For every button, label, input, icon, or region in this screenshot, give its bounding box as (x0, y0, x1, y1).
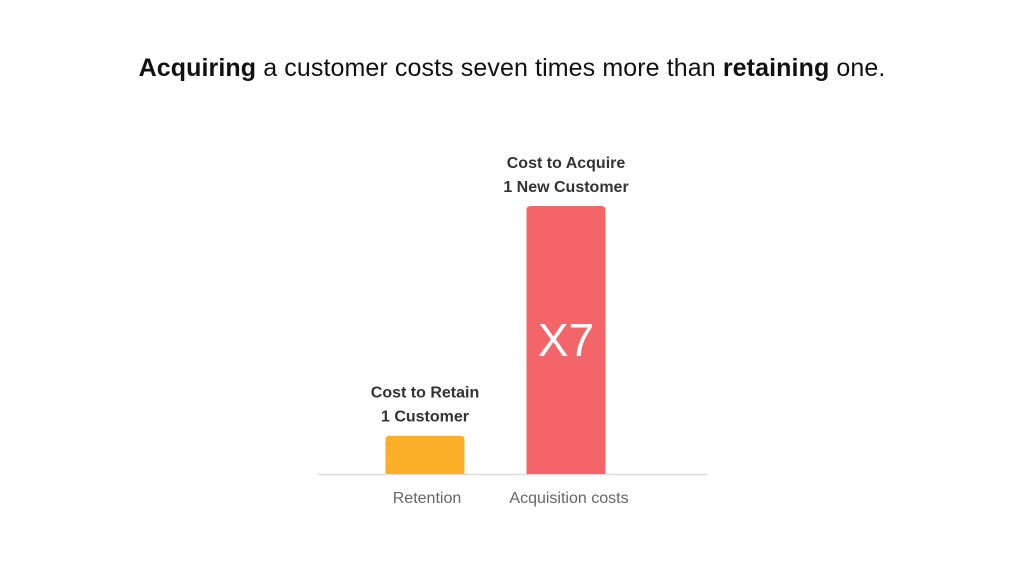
bar-inner-label-1: X7 (538, 314, 594, 366)
x-tick-label-0: Retention (393, 490, 462, 507)
bar-label-1-line-1: 1 New Customer (503, 179, 628, 196)
headline-text-2: one. (829, 54, 886, 82)
bar-label-1-line-0: Cost to Acquire (507, 155, 626, 172)
bar-label-0-line-0: Cost to Retain (371, 385, 479, 402)
bar-acquisition (526, 206, 606, 474)
x-tick-label-1: Acquisition costs (509, 490, 628, 507)
headline: Acquiring a customer costs seven times m… (0, 54, 1024, 83)
headline-text-1: a customer costs seven times more than (256, 54, 723, 82)
headline-bold-retaining: retaining (722, 54, 830, 82)
bar-label-0-line-1: 1 Customer (381, 409, 469, 426)
bar-retention (385, 435, 465, 474)
headline-bold-acquiring: Acquiring (138, 54, 257, 82)
